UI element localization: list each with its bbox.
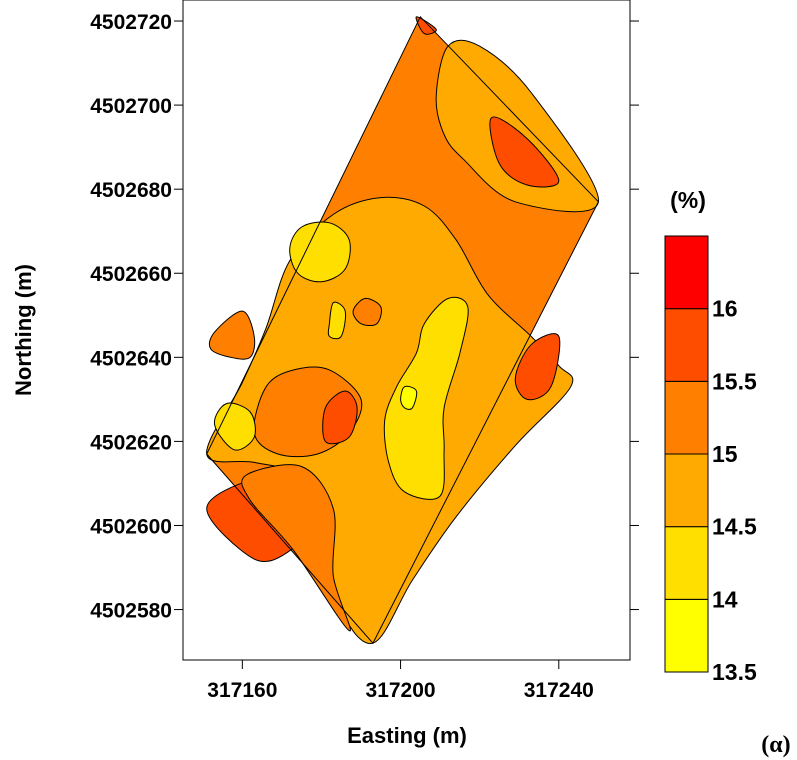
x-tick-label: 317160 — [207, 679, 277, 702]
contour-region-14-14.5 — [289, 221, 351, 283]
colorbar-tick-label: 13.5 — [712, 659, 757, 685]
colorbar-band — [664, 380, 709, 455]
contour-region-14-14.5 — [327, 301, 347, 340]
y-tick-label: 4502660 — [90, 263, 172, 286]
colorbar-band — [664, 453, 709, 528]
x-axis: 317160 317200 317240 — [207, 660, 594, 702]
y-tick-label: 4502600 — [90, 515, 172, 538]
contour-region-15.5-16 — [489, 116, 560, 188]
colorbar-tick-label: 15.5 — [712, 368, 757, 394]
y-tick-label: 4502720 — [90, 11, 172, 34]
colorbar-band — [664, 598, 709, 673]
plot-frame — [182, 0, 631, 661]
y-tick-label: 4502620 — [90, 431, 172, 454]
y-tick-label: 4502700 — [90, 95, 172, 118]
contour-region-15.5-16 — [322, 390, 358, 445]
colorbar-band — [664, 235, 709, 310]
y-tick-label: 4502580 — [90, 600, 172, 623]
field-boundary — [206, 15, 600, 645]
contour-region-14-14.5 — [213, 402, 256, 451]
x-tick-label: 317240 — [524, 679, 594, 702]
contour-region-13.5-14 — [400, 385, 418, 410]
y-axis-title: Northing (m) — [11, 264, 36, 396]
colorbar: 13.5 14 14.5 15 15.5 16 — [664, 235, 757, 685]
contour-regions — [206, 16, 599, 644]
panel-tag: (α) — [761, 732, 790, 758]
colorbar-tick-label: 15 — [712, 441, 738, 467]
contour-region-15.5-16 — [415, 16, 437, 35]
x-axis-title: Easting (m) — [347, 723, 467, 748]
y-tick-label: 4502640 — [90, 347, 172, 370]
contour-region-15.5-16 — [514, 333, 561, 401]
contour-region-15-15.5 — [352, 297, 382, 327]
contour-region-15-15.5 — [241, 464, 351, 632]
x-tick-label: 317200 — [366, 679, 436, 702]
colorbar-tick-label: 14 — [712, 586, 738, 612]
contour-region-15-15.5 — [208, 310, 256, 360]
colorbar-band — [664, 308, 709, 382]
y-axis: 4502580 4502600 4502620 4502640 4502660 45026… — [90, 11, 639, 623]
colorbar-tick-label: 16 — [712, 296, 738, 322]
colorbar-band — [664, 526, 709, 600]
y-tick-label: 4502680 — [90, 179, 172, 202]
contour-region-14-14.5 — [383, 296, 469, 500]
colorbar-tick-label: 14.5 — [712, 514, 757, 540]
colorbar-unit-label: (%) — [670, 187, 706, 213]
